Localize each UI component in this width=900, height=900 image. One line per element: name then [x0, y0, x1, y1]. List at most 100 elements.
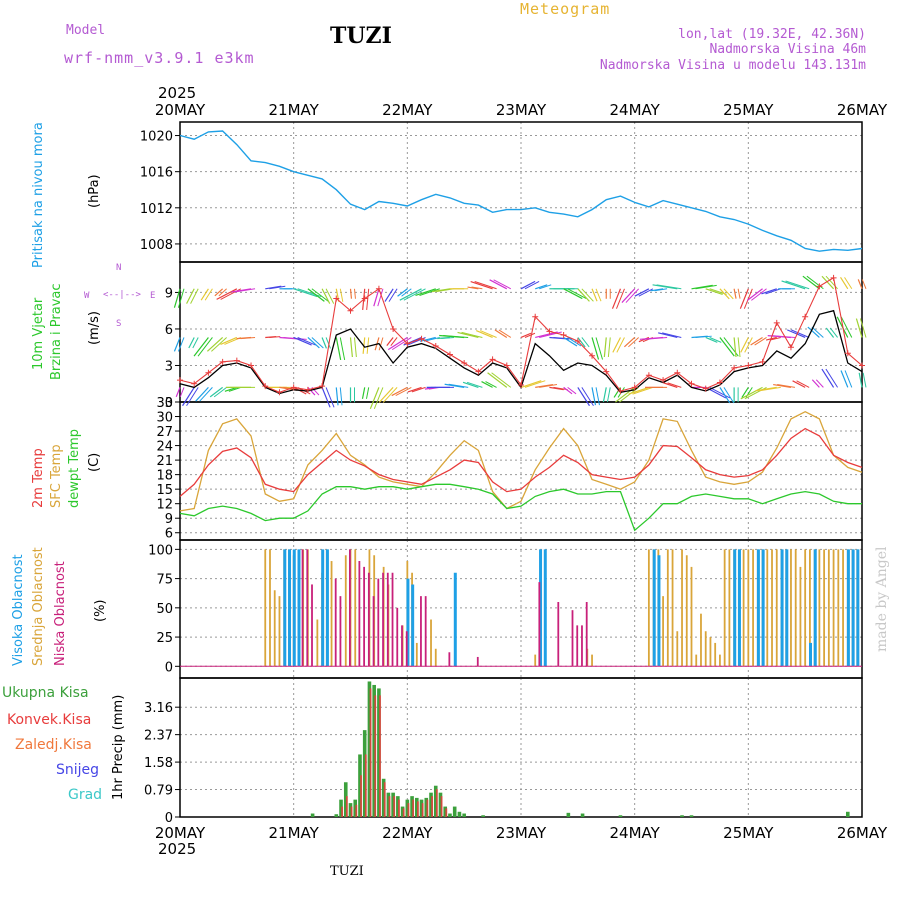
wind-label-1: 10m Vjetar [31, 297, 46, 370]
precip-conv-bar [383, 782, 386, 817]
wind-arrow [759, 386, 781, 392]
pressure-unit: (hPa) [87, 174, 102, 208]
legend-hail: Grad [68, 787, 102, 803]
wind-arrow [603, 337, 607, 358]
wind-arrow [391, 386, 408, 397]
wind-arrow [339, 337, 346, 361]
panel-0: 1008 1012 1016 1020 [140, 121, 863, 263]
y-tick-label: 1020 [140, 130, 173, 145]
wind-arrow [325, 387, 335, 408]
precip-conv-bar [374, 695, 377, 817]
y-tick-label: 12 [156, 498, 173, 513]
wind-arrow [471, 286, 483, 290]
wind-arrow [173, 337, 181, 352]
wind-arrow [754, 337, 767, 346]
y-tick-label: 0.79 [144, 784, 173, 799]
model-elevation-text: Nadmorska Visina u modelu 143.131m [600, 58, 866, 73]
wind-arrow [269, 285, 286, 290]
wind-arrow [567, 386, 577, 395]
wind-arrow [470, 280, 493, 290]
precip-total-bar [362, 730, 367, 817]
wind-arrow [195, 386, 209, 402]
footer-station: TUZI [330, 864, 364, 879]
panel-4: 0 0.79 1.58 2.37 3.16 [144, 677, 863, 826]
wind-arrow [625, 288, 640, 303]
wind-arrow [840, 316, 853, 338]
wind-gust-marker [759, 358, 766, 365]
wind-arrow [204, 288, 213, 301]
y-tick-label: 9 [165, 512, 173, 527]
wind-unit: (m/s) [87, 311, 102, 345]
wind-arrow [235, 288, 256, 293]
bottom-date-label: 20MAY [155, 824, 206, 842]
wind-arrow [179, 387, 185, 397]
wind-arrow [407, 386, 422, 393]
wind-arrow [373, 387, 384, 410]
bottom-date-labels: 20MAY 21MAY 22MAY 23MAY 24MAY 25MAY 26MAY [155, 824, 888, 842]
wind-arrow [373, 288, 380, 307]
compass-icon: N E S W <--|--> [84, 263, 155, 329]
precip-total-bar [457, 811, 462, 817]
precip-total-bar [452, 806, 457, 817]
wind-gust-line [179, 276, 863, 393]
wind-arrow [206, 337, 224, 352]
y-tick-label: 24 [156, 440, 173, 455]
wind-arrow [796, 380, 810, 388]
precip-total-bar [353, 799, 358, 817]
wind-arrow [378, 386, 394, 403]
wind-arrow [709, 386, 731, 399]
precip-conv-bar [341, 806, 344, 817]
wind-arrow [751, 288, 767, 301]
wind-gust-marker [702, 385, 709, 392]
wind-arrow [621, 288, 636, 303]
precip-total-bar [381, 778, 386, 817]
wind-gust-marker [219, 358, 226, 365]
wind-arrow [384, 288, 394, 302]
precip-total-bar [405, 799, 410, 817]
temp-unit: (C) [87, 453, 102, 472]
wind-arrow [786, 329, 806, 339]
wind-arrow [755, 386, 777, 392]
wind-arrow [321, 337, 328, 349]
wind-arrow [377, 288, 384, 307]
wind-arrow [335, 337, 342, 361]
y-tick-label: 30 [156, 411, 173, 426]
wind-arrow [293, 288, 318, 298]
wind-arrow [487, 372, 508, 388]
pressure-label: Pritisak na nivou mora [31, 122, 46, 268]
wind-arrow [494, 329, 508, 338]
wind-arrow [744, 337, 753, 353]
wind-arrow [607, 337, 611, 358]
precip-total-bar [689, 815, 694, 817]
year-top: 2025 [158, 84, 196, 102]
wind-gust-marker [830, 274, 837, 281]
wind-arrow [840, 370, 849, 388]
sfc-temp-label: SFC Temp [49, 444, 64, 508]
wind-arrow [457, 331, 479, 339]
wind-arrow [411, 386, 426, 393]
wind-arrow [349, 337, 353, 358]
wind-arrow [399, 288, 422, 301]
wind-arrow [739, 288, 749, 309]
y-tick-label: 25 [156, 631, 173, 646]
wind-arrow [719, 288, 730, 300]
wind-arrow [307, 288, 325, 302]
wind-arrow [638, 288, 654, 297]
top-date-label: 25MAY [723, 101, 774, 119]
compass-south: S [116, 319, 121, 329]
compass-arrows: <--|--> [103, 290, 142, 300]
wind-arrow [366, 387, 370, 399]
wind-arrow [807, 326, 820, 338]
wind-arrow [489, 279, 508, 290]
bottom-date-label: 21MAY [269, 824, 320, 842]
wind-gust-marker [518, 381, 524, 388]
wind-arrow [825, 327, 835, 338]
wind-arrow [632, 386, 654, 395]
wind-arrow [361, 387, 366, 399]
wind-gust-marker [304, 386, 311, 393]
wind-arrow [462, 381, 479, 388]
wind-gust-marker [574, 338, 581, 345]
precip-conv-bar [355, 804, 358, 817]
dewpt-line [179, 483, 862, 532]
